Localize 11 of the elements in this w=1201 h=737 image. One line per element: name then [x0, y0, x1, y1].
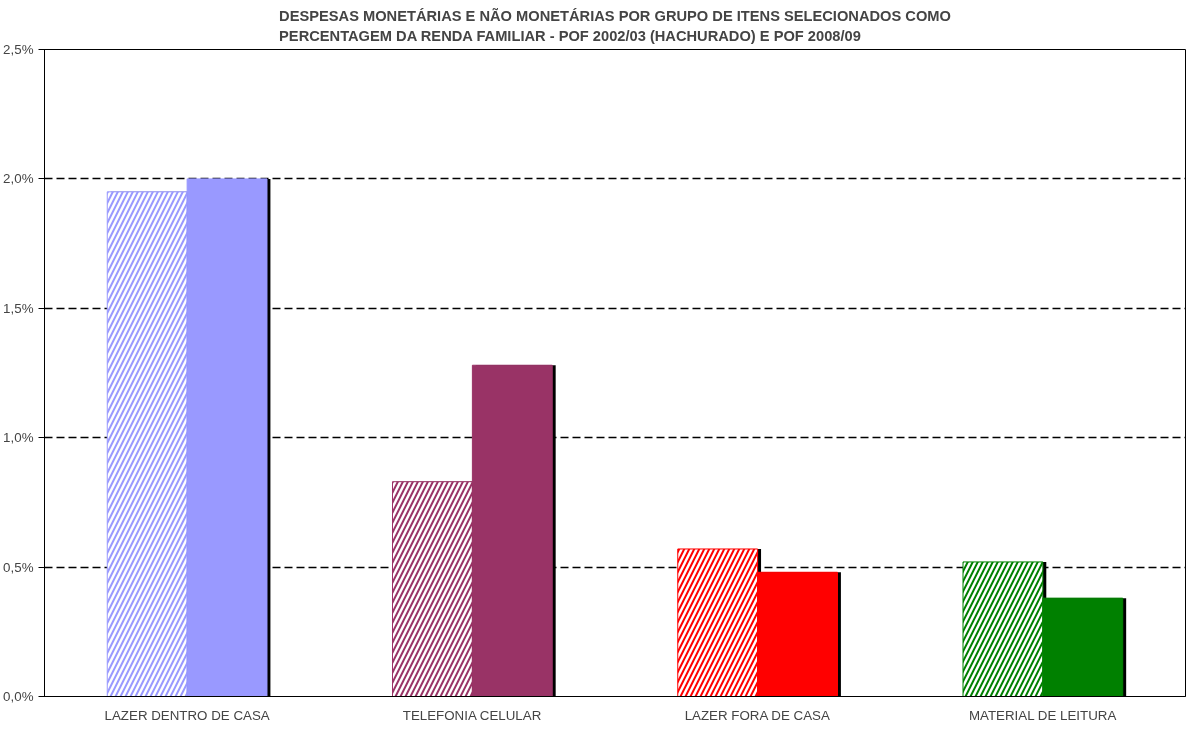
x-tick-label: TELEFONIA CELULAR [402, 707, 542, 723]
y-tick-label: 0,0% [3, 689, 34, 704]
y-tick-label: 1,0% [3, 430, 34, 446]
y-tick-label: 2,0% [3, 171, 34, 187]
y-tick-label: 1,5% [3, 300, 34, 316]
y-tick-label: 0,5% [3, 559, 34, 575]
y-tick-label: 2,5% [3, 42, 34, 57]
x-tick-label: LAZER FORA DE CASA [684, 707, 830, 723]
chart-title: DESPESAS MONETÁRIAS E NÃO MONETÁRIAS POR GRUPO DE ITENS SELECIONADOS COMO PERCENTAGEM DA RENDA FAMILIAR - POF 2002/03 (HACHURADO) E POF 2008/09 [279, 6, 951, 45]
x-tick-label: MATERIAL DE LEITURA [968, 707, 1117, 723]
x-tick-label: LAZER DENTRO DE CASA [104, 707, 270, 723]
